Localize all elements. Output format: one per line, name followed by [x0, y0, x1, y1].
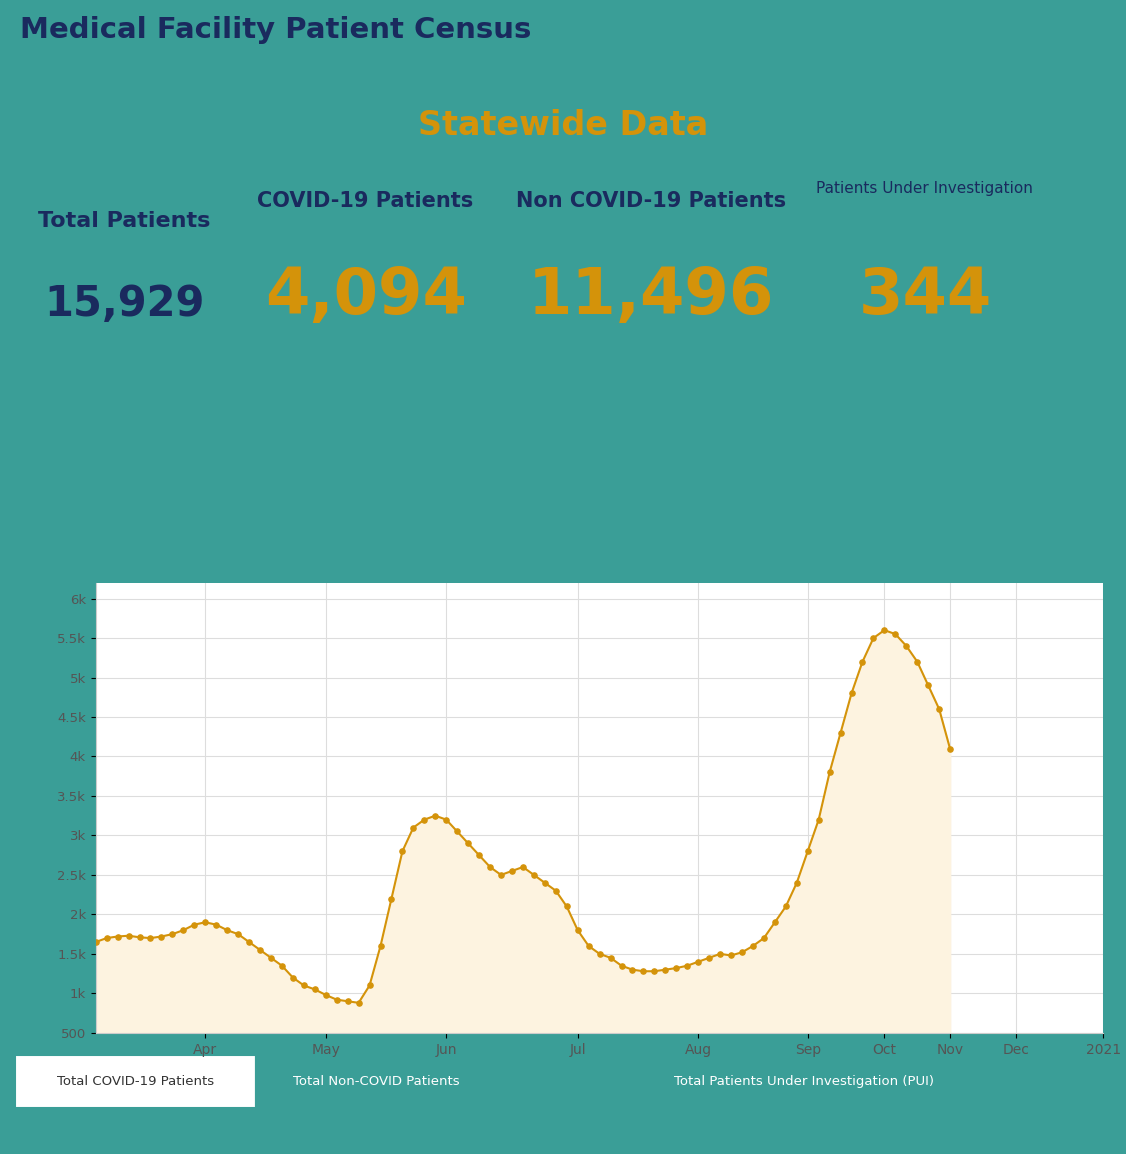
- Point: [295, 976, 313, 995]
- Point: [262, 949, 280, 967]
- Text: Statewide Data: Statewide Data: [418, 110, 708, 142]
- Point: [700, 949, 718, 967]
- Point: [601, 949, 619, 967]
- Point: [930, 699, 948, 718]
- Point: [733, 943, 751, 961]
- Point: [119, 927, 137, 945]
- Point: [152, 928, 170, 946]
- Text: 15,929: 15,929: [44, 284, 205, 325]
- Point: [886, 624, 904, 643]
- Bar: [256, 1055, 498, 1108]
- Point: [810, 810, 828, 829]
- Point: [547, 882, 565, 900]
- Point: [569, 921, 587, 939]
- Point: [415, 810, 434, 829]
- Point: [754, 929, 772, 947]
- Point: [656, 960, 674, 979]
- Text: Patients Under Investigation: Patients Under Investigation: [816, 181, 1034, 195]
- Point: [142, 929, 160, 947]
- Point: [393, 842, 411, 861]
- Text: Total Non-COVID Patients: Total Non-COVID Patients: [293, 1076, 459, 1088]
- Point: [875, 621, 893, 639]
- Point: [513, 857, 531, 876]
- Point: [328, 990, 346, 1009]
- Point: [437, 810, 455, 829]
- Text: 11,496: 11,496: [527, 265, 774, 327]
- Point: [218, 921, 236, 939]
- Point: [316, 986, 334, 1004]
- Point: [349, 994, 367, 1012]
- Point: [668, 959, 686, 977]
- Point: [580, 937, 598, 956]
- Point: [240, 932, 258, 951]
- Point: [919, 676, 937, 695]
- Text: Total Patients Under Investigation (PUI): Total Patients Under Investigation (PUI): [674, 1076, 935, 1088]
- Point: [360, 976, 378, 995]
- Point: [404, 818, 422, 837]
- Point: [207, 915, 225, 934]
- Text: COVID-19 Patients: COVID-19 Patients: [258, 190, 474, 210]
- Point: [470, 846, 488, 864]
- Point: [865, 629, 883, 647]
- Point: [284, 968, 302, 987]
- Point: [98, 929, 116, 947]
- Point: [613, 957, 631, 975]
- Text: 72.2% of all patients: 72.2% of all patients: [549, 379, 752, 397]
- Point: [909, 652, 927, 670]
- Point: [624, 960, 642, 979]
- Point: [777, 898, 795, 916]
- Point: [821, 763, 839, 781]
- Text: 2.2% of all patients: 2.2% of all patients: [830, 379, 1020, 397]
- Point: [108, 928, 126, 946]
- Point: [492, 866, 510, 884]
- Point: [131, 928, 149, 946]
- Point: [591, 945, 609, 964]
- Bar: [15, 1055, 256, 1108]
- Point: [766, 913, 784, 931]
- Point: [689, 952, 707, 971]
- Text: Daily Counts of COVID-19 Patients: Daily Counts of COVID-19 Patients: [373, 520, 753, 540]
- Point: [525, 866, 543, 884]
- Bar: [498, 1055, 1111, 1108]
- Point: [634, 962, 652, 981]
- Point: [372, 937, 390, 956]
- Point: [678, 957, 696, 975]
- Point: [832, 724, 850, 742]
- Point: [712, 945, 730, 964]
- Point: [196, 913, 214, 931]
- Text: 344: 344: [858, 265, 992, 327]
- Point: [427, 807, 445, 825]
- Point: [459, 834, 477, 853]
- Point: [744, 937, 762, 956]
- Point: [175, 921, 193, 939]
- Point: [481, 857, 499, 876]
- Point: [557, 898, 575, 916]
- Point: [186, 915, 204, 934]
- Point: [536, 874, 554, 892]
- Text: Total COVID-19 Patients: Total COVID-19 Patients: [56, 1076, 214, 1088]
- Point: [251, 941, 269, 959]
- Point: [229, 924, 247, 943]
- Point: [272, 957, 291, 975]
- Point: [163, 924, 181, 943]
- Point: [798, 842, 816, 861]
- Point: [306, 980, 324, 998]
- Text: 25.7% of all patients: 25.7% of all patients: [265, 379, 466, 397]
- Point: [722, 946, 740, 965]
- Text: Total Patients: Total Patients: [38, 211, 211, 231]
- Point: [897, 637, 915, 655]
- Point: [383, 890, 401, 908]
- Point: [788, 874, 806, 892]
- Point: [645, 962, 663, 981]
- Point: [854, 652, 872, 670]
- Point: [339, 992, 357, 1011]
- Point: [503, 862, 521, 881]
- Text: Medical Facility Patient Census: Medical Facility Patient Census: [20, 16, 531, 45]
- Point: [87, 932, 105, 951]
- Point: [842, 684, 860, 703]
- Text: Non COVID-19 Patients: Non COVID-19 Patients: [516, 190, 786, 210]
- Text: 4,094: 4,094: [265, 265, 466, 327]
- Point: [448, 823, 466, 841]
- Point: [941, 740, 959, 758]
